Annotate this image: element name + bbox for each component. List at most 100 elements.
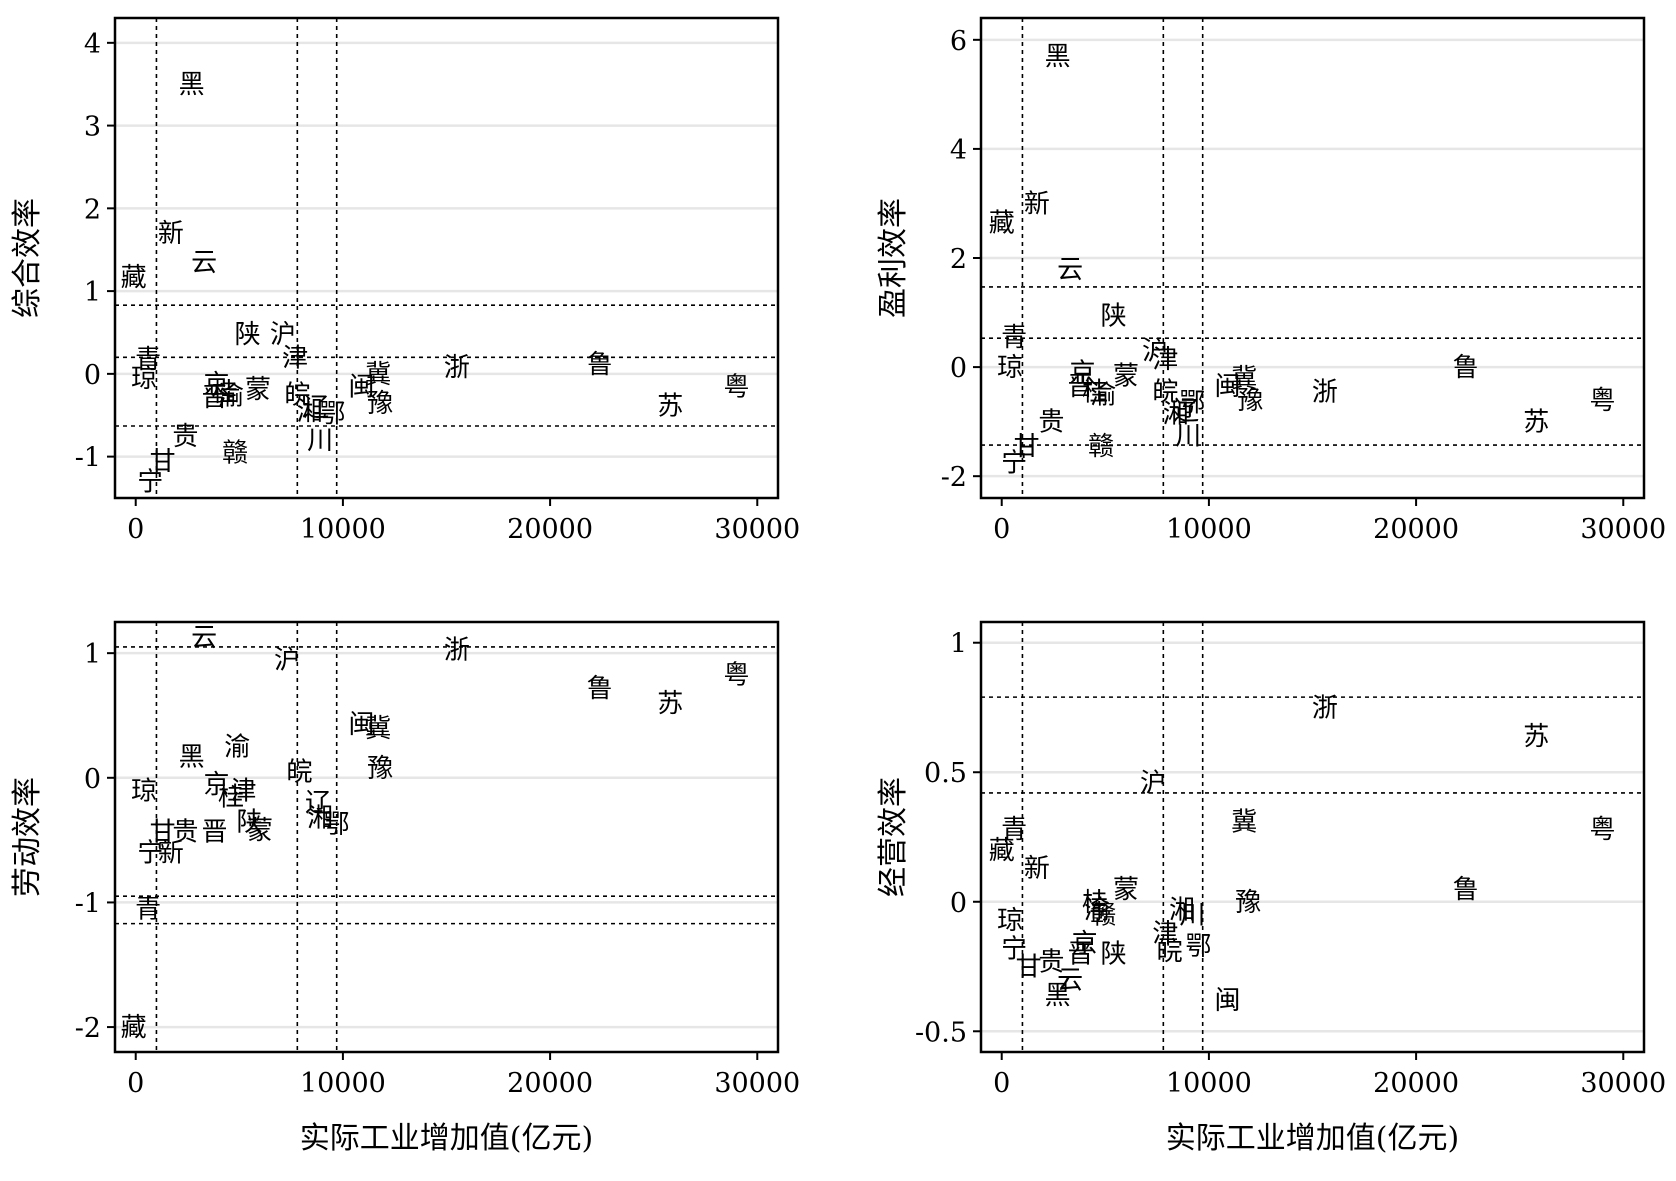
x-tick-label: 30000 xyxy=(1580,514,1666,545)
data-point-label: 津 xyxy=(282,343,308,373)
data-point-label: 青 xyxy=(135,895,161,925)
data-point-label: 苏 xyxy=(657,689,683,719)
plot-frame xyxy=(113,16,780,500)
data-point-label: 渝 xyxy=(1090,380,1116,410)
x-tick-label: 10000 xyxy=(300,514,386,545)
data-point-label: 贵 xyxy=(172,817,198,847)
data-point-label: 贵 xyxy=(1038,408,1064,438)
data-point-label: 新 xyxy=(158,839,184,869)
data-point-label: 藏 xyxy=(121,263,147,293)
data-point-label: 湘 xyxy=(1169,896,1195,926)
x-tick-label: 20000 xyxy=(507,514,593,545)
y-tick-label: 0 xyxy=(950,353,967,384)
data-point-label: 黑 xyxy=(1045,42,1071,72)
data-point-label: 蒙 xyxy=(247,816,273,846)
y-tick-label: 0 xyxy=(84,764,101,795)
data-point-label: 津 xyxy=(230,776,256,806)
x-tick-label: 10000 xyxy=(1166,514,1252,545)
data-point-label: 鄂 xyxy=(1186,932,1212,962)
data-point-label: 京 xyxy=(1072,929,1098,959)
y-tick-label: 6 xyxy=(950,26,967,57)
data-point-label: 青 xyxy=(1001,815,1027,845)
data-point-label: 桂 xyxy=(1082,378,1108,408)
data-point-label: 湘 xyxy=(307,804,333,834)
x-tick-label: 30000 xyxy=(714,514,800,545)
data-point-label: 宁 xyxy=(137,467,163,497)
data-point-label: 粤 xyxy=(1590,386,1616,416)
data-point-label: 藏 xyxy=(989,209,1015,239)
y-tick-label: 3 xyxy=(84,112,101,143)
data-point-label: 川 xyxy=(307,426,333,456)
data-point-label: 浙 xyxy=(444,635,470,665)
data-point-label: 浙 xyxy=(1312,378,1338,408)
y-axis-label: 劳动效率 xyxy=(10,777,45,897)
data-point-label: 鄂 xyxy=(324,810,350,840)
data-point-label: 黑 xyxy=(1045,981,1071,1011)
y-tick-label: 4 xyxy=(950,135,967,166)
data-point-label: 京 xyxy=(204,770,230,800)
data-point-label: 宁 xyxy=(137,839,163,869)
data-point-label: 沪 xyxy=(274,645,300,675)
plot-frame xyxy=(979,620,1646,1054)
data-point-label: 桂 xyxy=(218,782,244,812)
data-point-label: 甘 xyxy=(150,817,176,847)
data-point-label: 苏 xyxy=(657,391,683,421)
data-point-label: 赣 xyxy=(1090,901,1116,931)
x-tick-label: 10000 xyxy=(1166,1068,1252,1099)
y-tick-label: -1 xyxy=(75,888,101,919)
data-point-label: 辽 xyxy=(303,393,329,423)
data-point-label: 皖 xyxy=(286,758,312,788)
x-axis-label: 实际工业增加值(亿元) xyxy=(300,1121,593,1156)
data-point-label: 皖 xyxy=(1152,378,1178,408)
data-point-label: 甘 xyxy=(1016,953,1042,983)
data-point-label: 云 xyxy=(1057,255,1083,285)
x-tick-label: 10000 xyxy=(300,1068,386,1099)
data-point-label: 豫 xyxy=(367,754,393,784)
data-point-label: 鄂 xyxy=(320,400,346,430)
data-point-label: 藏 xyxy=(121,1013,147,1043)
data-point-label: 云 xyxy=(191,623,217,653)
data-point-label: 云 xyxy=(191,248,217,278)
data-point-label: 闽 xyxy=(1215,986,1241,1016)
x-tick-label: 30000 xyxy=(714,1068,800,1099)
data-point-label: 甘 xyxy=(1014,432,1040,462)
data-point-label: 陕 xyxy=(235,320,261,350)
data-point-label: 津 xyxy=(1152,345,1178,375)
data-point-label: 冀 xyxy=(1231,807,1257,837)
data-point-label: 川 xyxy=(1175,421,1201,451)
data-point-label: 晋 xyxy=(1067,372,1093,402)
panel-bottom-right: 0 10000 20000 30000 -0.5 0 0.5 1 经营效率实际工业增加值(亿元)… xyxy=(876,620,1666,1156)
data-point-label: 皖 xyxy=(1157,937,1183,967)
y-axis-label: 盈利效率 xyxy=(876,198,911,318)
data-point-label: 贵 xyxy=(172,422,198,452)
data-point-label: 甘 xyxy=(150,447,176,477)
y-tick-label: -2 xyxy=(941,462,967,493)
data-point-label: 云 xyxy=(1057,965,1083,995)
data-point-label: 京 xyxy=(1070,359,1096,389)
data-point-label: 鲁 xyxy=(587,350,613,380)
data-point-label: 藏 xyxy=(989,836,1015,866)
data-point-label: 晋 xyxy=(201,383,227,413)
data-point-label: 琼 xyxy=(997,906,1023,936)
y-tick-label: -2 xyxy=(75,1013,101,1044)
data-point-label: 粤 xyxy=(724,660,750,690)
y-tick-label: 2 xyxy=(950,244,967,275)
data-point-label: 辽 xyxy=(305,789,331,819)
x-tick-label: 20000 xyxy=(1373,1068,1459,1099)
data-point-label: 新 xyxy=(1024,189,1050,219)
data-point-label: 豫 xyxy=(1237,386,1263,416)
data-point-label: 晋 xyxy=(1067,940,1093,970)
data-point-label: 陕 xyxy=(1101,940,1127,970)
plot-frame xyxy=(113,620,780,1054)
y-tick-label: 1 xyxy=(84,639,101,670)
data-point-label: 浙 xyxy=(1312,693,1338,723)
y-axis-label: 经营效率 xyxy=(876,777,911,897)
x-tick-label: 0 xyxy=(127,514,144,545)
data-point-label: 赣 xyxy=(1088,432,1114,462)
data-point-label: 渝 xyxy=(218,381,244,411)
data-point-label: 陕 xyxy=(237,807,263,837)
data-point-label: 沪 xyxy=(270,320,296,350)
